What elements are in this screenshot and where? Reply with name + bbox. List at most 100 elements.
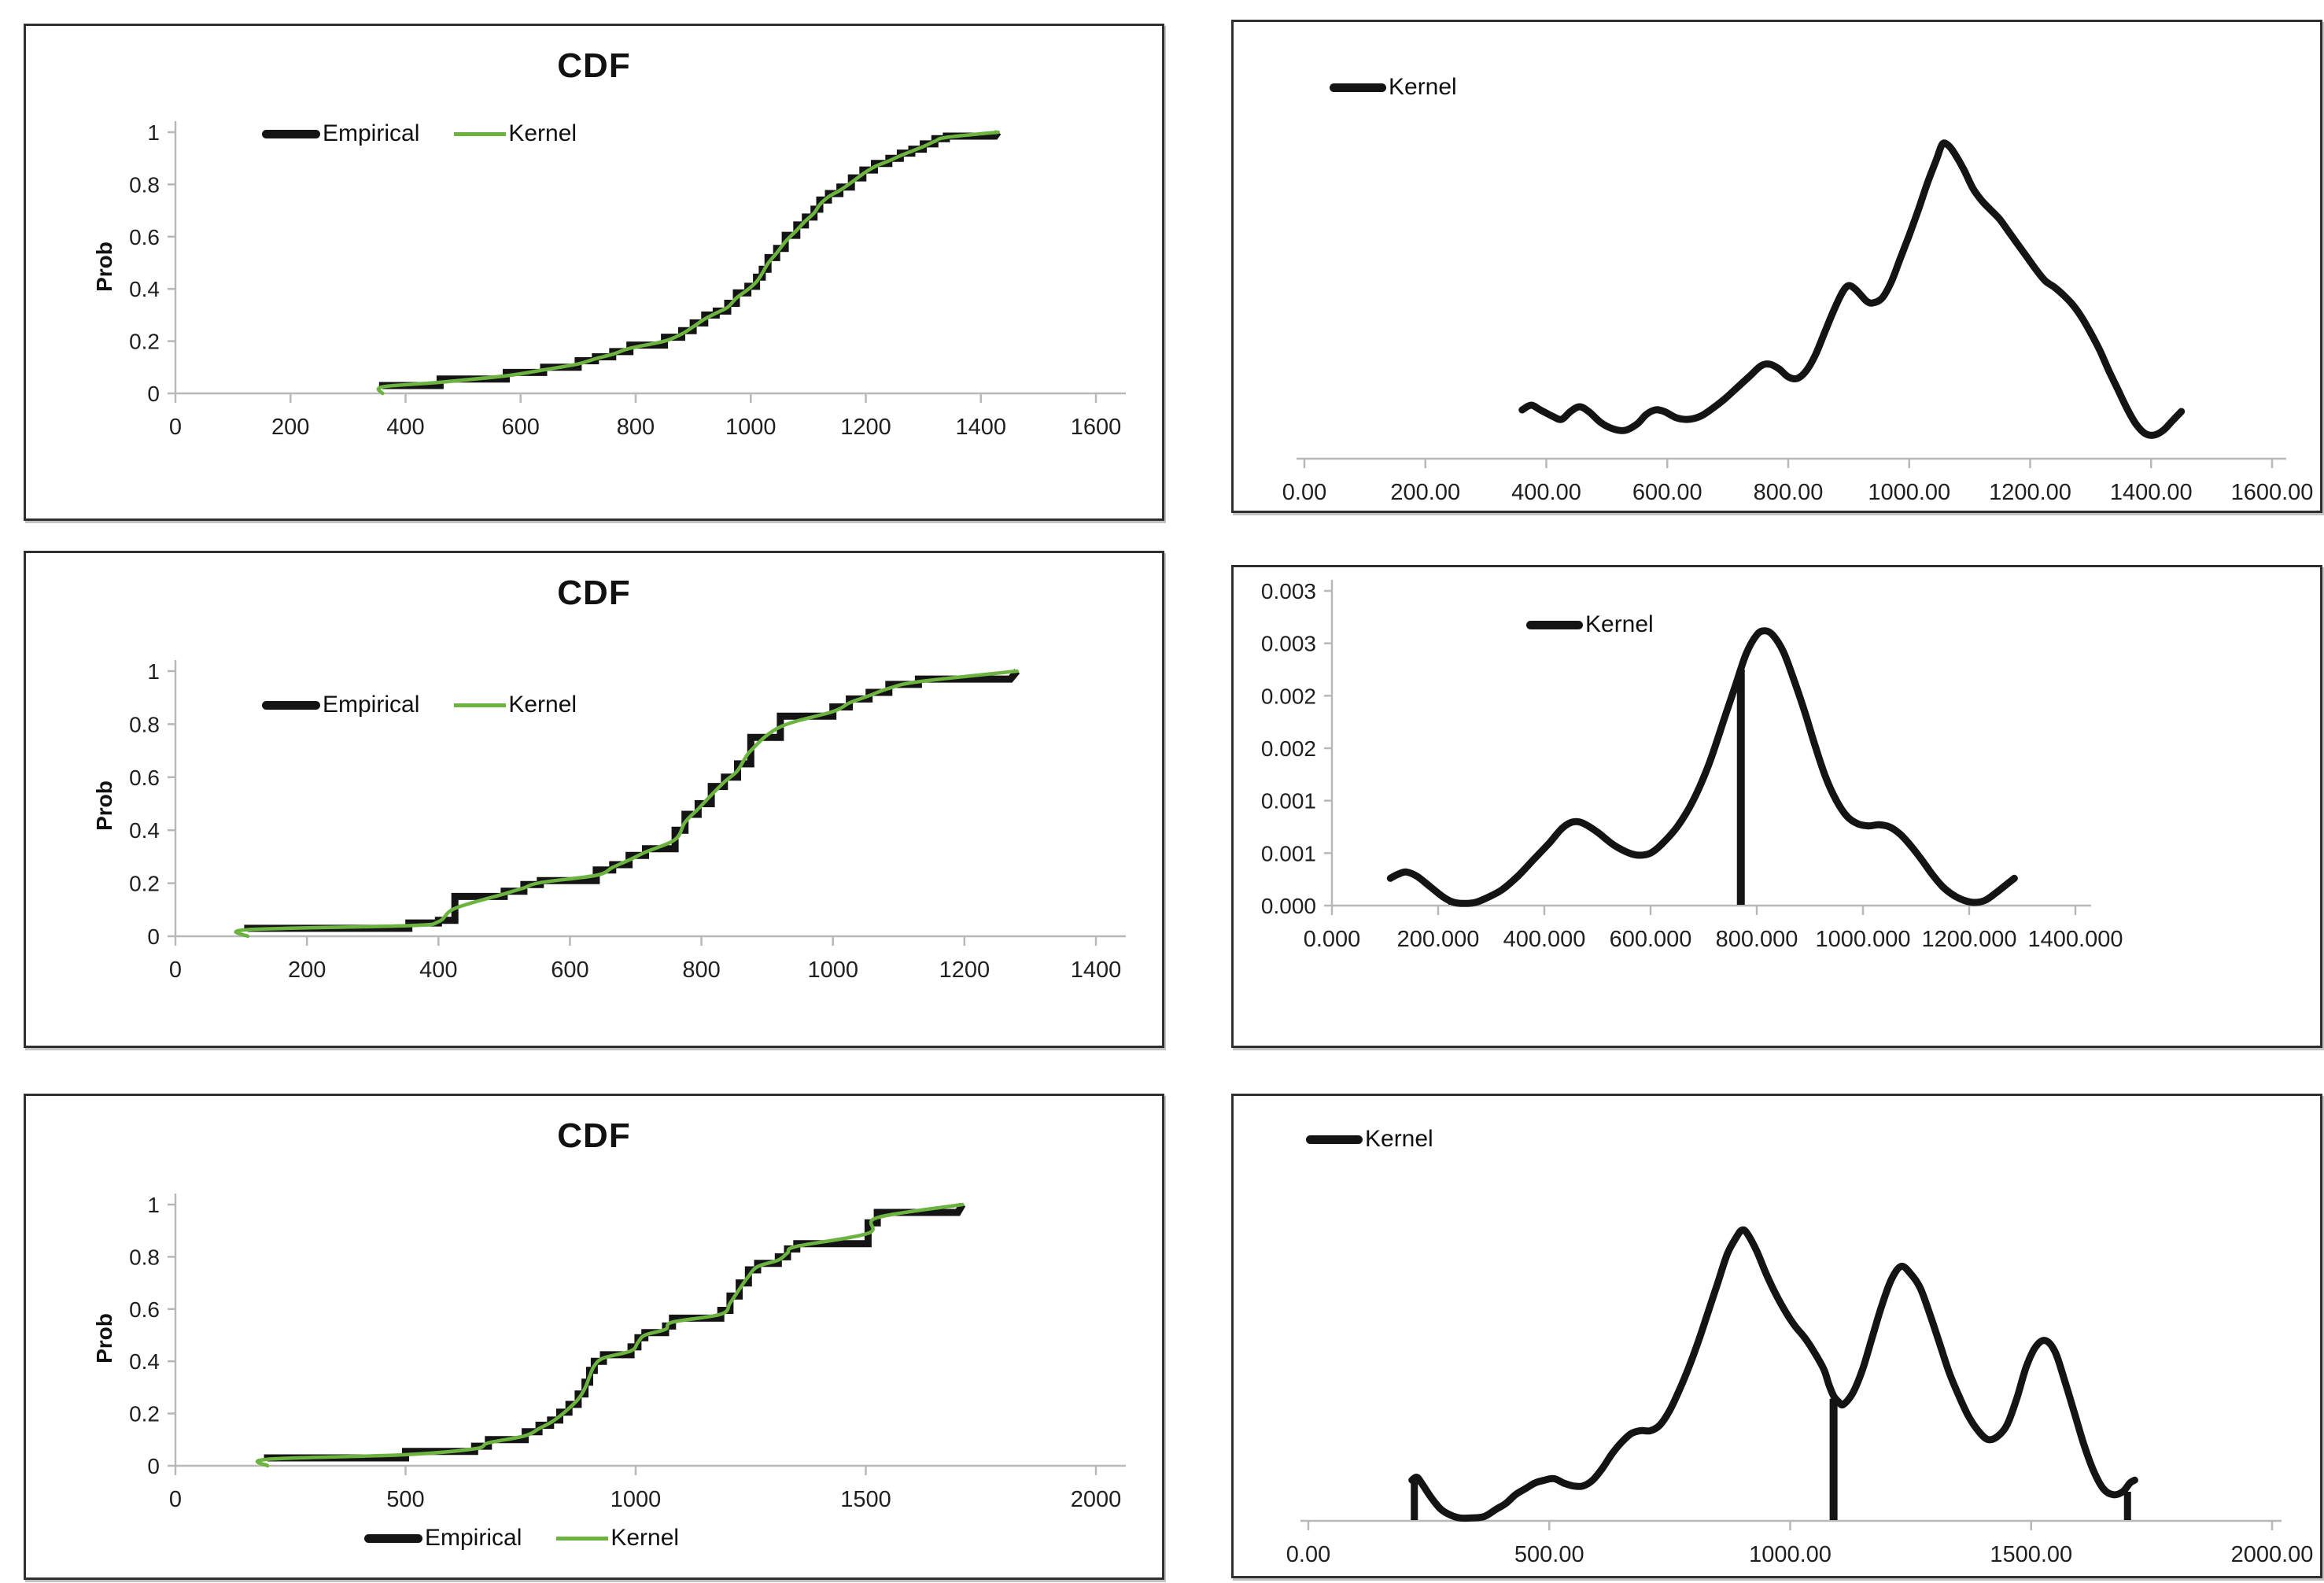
kernel-series-path: [376, 130, 1000, 396]
x-tick-label: 0: [169, 1487, 182, 1512]
legend-item-kernel: Kernel: [1330, 74, 1457, 101]
kernel-series-path: [255, 1202, 965, 1468]
legend: Kernel: [1330, 74, 1492, 101]
x-tick-label: 0.00: [1286, 1542, 1330, 1567]
empirical-series-path: [244, 669, 1020, 932]
chart-title: CDF: [557, 574, 631, 612]
y-tick-label: 0.001: [1261, 841, 1316, 865]
empirical-line-icon: [262, 129, 320, 138]
y-tick-label: 1: [147, 120, 160, 145]
empirical-line-icon: [262, 700, 320, 710]
chart-title: CDF: [557, 1116, 631, 1155]
x-tick-label: 200: [288, 958, 326, 983]
x-tick-label: 600: [502, 415, 540, 440]
x-tick-label: 0: [169, 958, 182, 983]
x-tick-label: 200: [271, 415, 309, 440]
legend: Empirical Kernel: [364, 1525, 714, 1552]
legend-item-kernel: Kernel: [1306, 1126, 1433, 1153]
x-tick-label: 1400.00: [2110, 480, 2193, 505]
density-plot-canvas: 0.00 500.00 1000.00 1500.00 2000.00: [1286, 1226, 2314, 1567]
legend-item-empirical: Empirical: [262, 120, 419, 147]
legend: Empirical Kernel: [262, 120, 611, 147]
x-tick-label: 0.000: [1304, 927, 1361, 952]
y-tick-label: 0.8: [129, 172, 160, 197]
y-tick-label: 0.6: [129, 766, 160, 790]
density-plot-canvas: 0.00 200.00 400.00 600.00 800.00 1000.00 1200.…: [1282, 139, 2313, 505]
x-tick-label: 1000: [611, 1487, 662, 1512]
legend-item-empirical: Empirical: [364, 1525, 522, 1552]
x-tick-label: 600.00: [1632, 480, 1702, 505]
kernel-line-icon: [454, 131, 507, 136]
legend-item-empirical: Empirical: [262, 692, 419, 718]
density-plot-canvas: 0.000 200.000 400.000 600.000 800.000 1000.00…: [1261, 579, 2123, 952]
y-tick-label: 0: [147, 382, 160, 406]
y-tick-label: 0.4: [129, 277, 160, 301]
y-tick-label: 1: [147, 659, 160, 684]
x-tick-label: 1400: [1071, 958, 1122, 983]
x-tick-label: 0: [169, 415, 182, 440]
x-tick-label: 1400.000: [2028, 927, 2123, 952]
y-tick-label: 0.000: [1261, 894, 1316, 918]
kernel-line-icon: [1526, 620, 1583, 629]
y-tick-label: 1: [147, 1193, 160, 1217]
kernel-line-icon: [556, 1536, 609, 1541]
panel-cdf-1: CDF Prob Empirical Kernel 0 200 400 600 800 1…: [24, 24, 1164, 521]
legend: Kernel: [1306, 1126, 1468, 1153]
legend-item-kernel: Kernel: [454, 692, 577, 718]
y-tick-label: 0.2: [129, 1402, 160, 1426]
x-tick-label: 1200.000: [1922, 927, 2017, 952]
panel-density-2: Kernel 0.000 200.000 400.000 600.000 800.000…: [1231, 565, 2322, 1048]
cdf-plot-canvas: 0 500 1000 1500 2000 0 0.2 0.4 0.6 0.8 1: [129, 1193, 1126, 1512]
cdf-plot-canvas: 0 200 400 600 800 1000 1200 1400 1600 0 0.2 0.4 0.6 0…: [129, 120, 1126, 440]
x-tick-label: 800.00: [1754, 480, 1824, 505]
x-tick-label: 2000.00: [2231, 1542, 2314, 1567]
kernel-line-icon: [1306, 1135, 1363, 1144]
x-tick-label: 600.000: [1610, 927, 1692, 952]
legend-label: Kernel: [611, 1525, 680, 1551]
legend-label: Kernel: [1389, 74, 1457, 100]
kernel-line-icon: [1330, 83, 1386, 92]
x-tick-label: 1200: [939, 958, 990, 983]
kernel-series-path: [234, 669, 1019, 939]
x-tick-label: 1200: [840, 415, 891, 440]
y-tick-label: 0: [147, 924, 160, 949]
x-tick-label: 200.00: [1390, 480, 1460, 505]
y-tick-label: 0.2: [129, 872, 160, 896]
x-tick-label: 800: [682, 958, 720, 983]
density-series-path: [1386, 627, 2018, 907]
empirical-line-icon: [364, 1533, 422, 1543]
y-tick-label: 0.001: [1261, 789, 1316, 814]
y-tick-label: 0: [147, 1454, 160, 1478]
x-tick-label: 600: [551, 958, 588, 983]
y-tick-label: 0.002: [1261, 684, 1316, 708]
legend: Kernel: [1526, 611, 1688, 638]
density-series-path: [1518, 139, 2186, 439]
legend-label: Kernel: [508, 692, 577, 718]
y-tick-label: 0.4: [129, 1349, 160, 1374]
kernel-line-icon: [454, 703, 507, 707]
x-tick-label: 1500.00: [1990, 1542, 2072, 1567]
empirical-series-path: [264, 1202, 966, 1462]
x-tick-label: 500: [386, 1487, 424, 1512]
legend-item-kernel: Kernel: [1526, 611, 1654, 638]
x-tick-label: 400.000: [1503, 927, 1586, 952]
legend-label: Empirical: [425, 1525, 522, 1551]
legend-label: Empirical: [323, 692, 420, 718]
x-tick-label: 1000.00: [1868, 480, 1950, 505]
legend: Empirical Kernel: [262, 692, 611, 718]
panel-cdf-3: CDF Prob Empirical Kernel 0 500 1000 1500 20…: [24, 1094, 1164, 1580]
x-tick-label: 1000: [807, 958, 858, 983]
x-tick-label: 400.00: [1511, 480, 1581, 505]
y-tick-label: 0.003: [1261, 579, 1316, 603]
x-tick-label: 800: [617, 415, 655, 440]
panel-density-1: Kernel 0.00 200.00 400.00 600.00 800.00 1000.…: [1231, 20, 2322, 513]
legend-label: Kernel: [508, 120, 577, 146]
x-tick-label: 1000.000: [1816, 927, 1911, 952]
y-tick-label: 0.2: [129, 330, 160, 354]
x-tick-label: 200.000: [1397, 927, 1480, 952]
x-tick-label: 0.00: [1282, 480, 1326, 505]
x-tick-label: 1200.00: [1989, 480, 2071, 505]
panel-cdf-2: CDF Prob Empirical Kernel 0 200 400 600 800 1…: [24, 551, 1164, 1048]
y-tick-label: 0.6: [129, 1297, 160, 1322]
